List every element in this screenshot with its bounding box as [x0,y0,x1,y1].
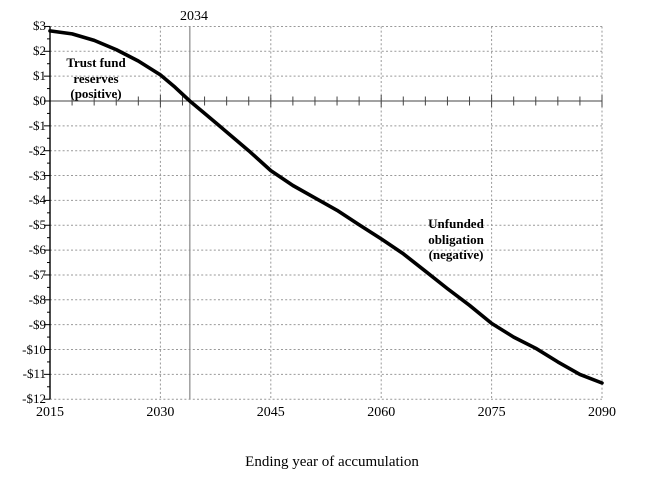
unfunded-annotation-line2: obligation [428,231,484,247]
y-tick-label: -$10 [22,341,46,357]
y-tick-label: -$2 [28,142,46,158]
y-tick-label: -$6 [28,242,46,258]
x-tick-label: 2075 [477,405,506,420]
y-tick-label: $3 [33,18,46,34]
trust-fund-annotation-line3: (positive) [70,86,122,101]
y-tick-label: -$4 [28,192,46,208]
trust-fund-annotation-line1: Trust fund [66,55,126,70]
x-tick-label: 2060 [367,405,396,420]
y-tick-label: $0 [33,93,46,108]
unfunded-annotation-line3: (negative) [428,247,484,262]
y-tick-label: -$11 [22,366,46,382]
y-tick-label: -$5 [28,217,46,233]
x-tick-label: 2030 [146,405,175,420]
y-tick-label: -$8 [28,291,46,307]
y-tick-label: -$9 [28,316,46,332]
y-tick-label: -$3 [28,167,46,183]
x-tick-label: 2015 [36,405,64,420]
depletion-year-label: 2034 [180,9,208,24]
x-tick-label: 2090 [588,405,616,420]
y-tick-label: $2 [33,43,46,59]
y-tick-label: -$7 [28,266,46,282]
y-tick-label: -$1 [28,117,46,133]
y-tick-label: $1 [33,68,46,84]
unfunded-annotation-line1: Unfunded [428,216,484,231]
series-line [48,29,604,385]
trust-fund-annotation: Trust fund reserves (positive) [52,55,140,102]
trust-fund-annotation-line2: reserves [73,70,119,86]
y-tick-label: -$12 [22,391,46,407]
unfunded-obligation-annotation: Unfunded obligation (negative) [413,216,499,263]
x-tick-label: 2045 [256,405,285,420]
x-axis-title: Ending year of accumulation [245,454,419,470]
